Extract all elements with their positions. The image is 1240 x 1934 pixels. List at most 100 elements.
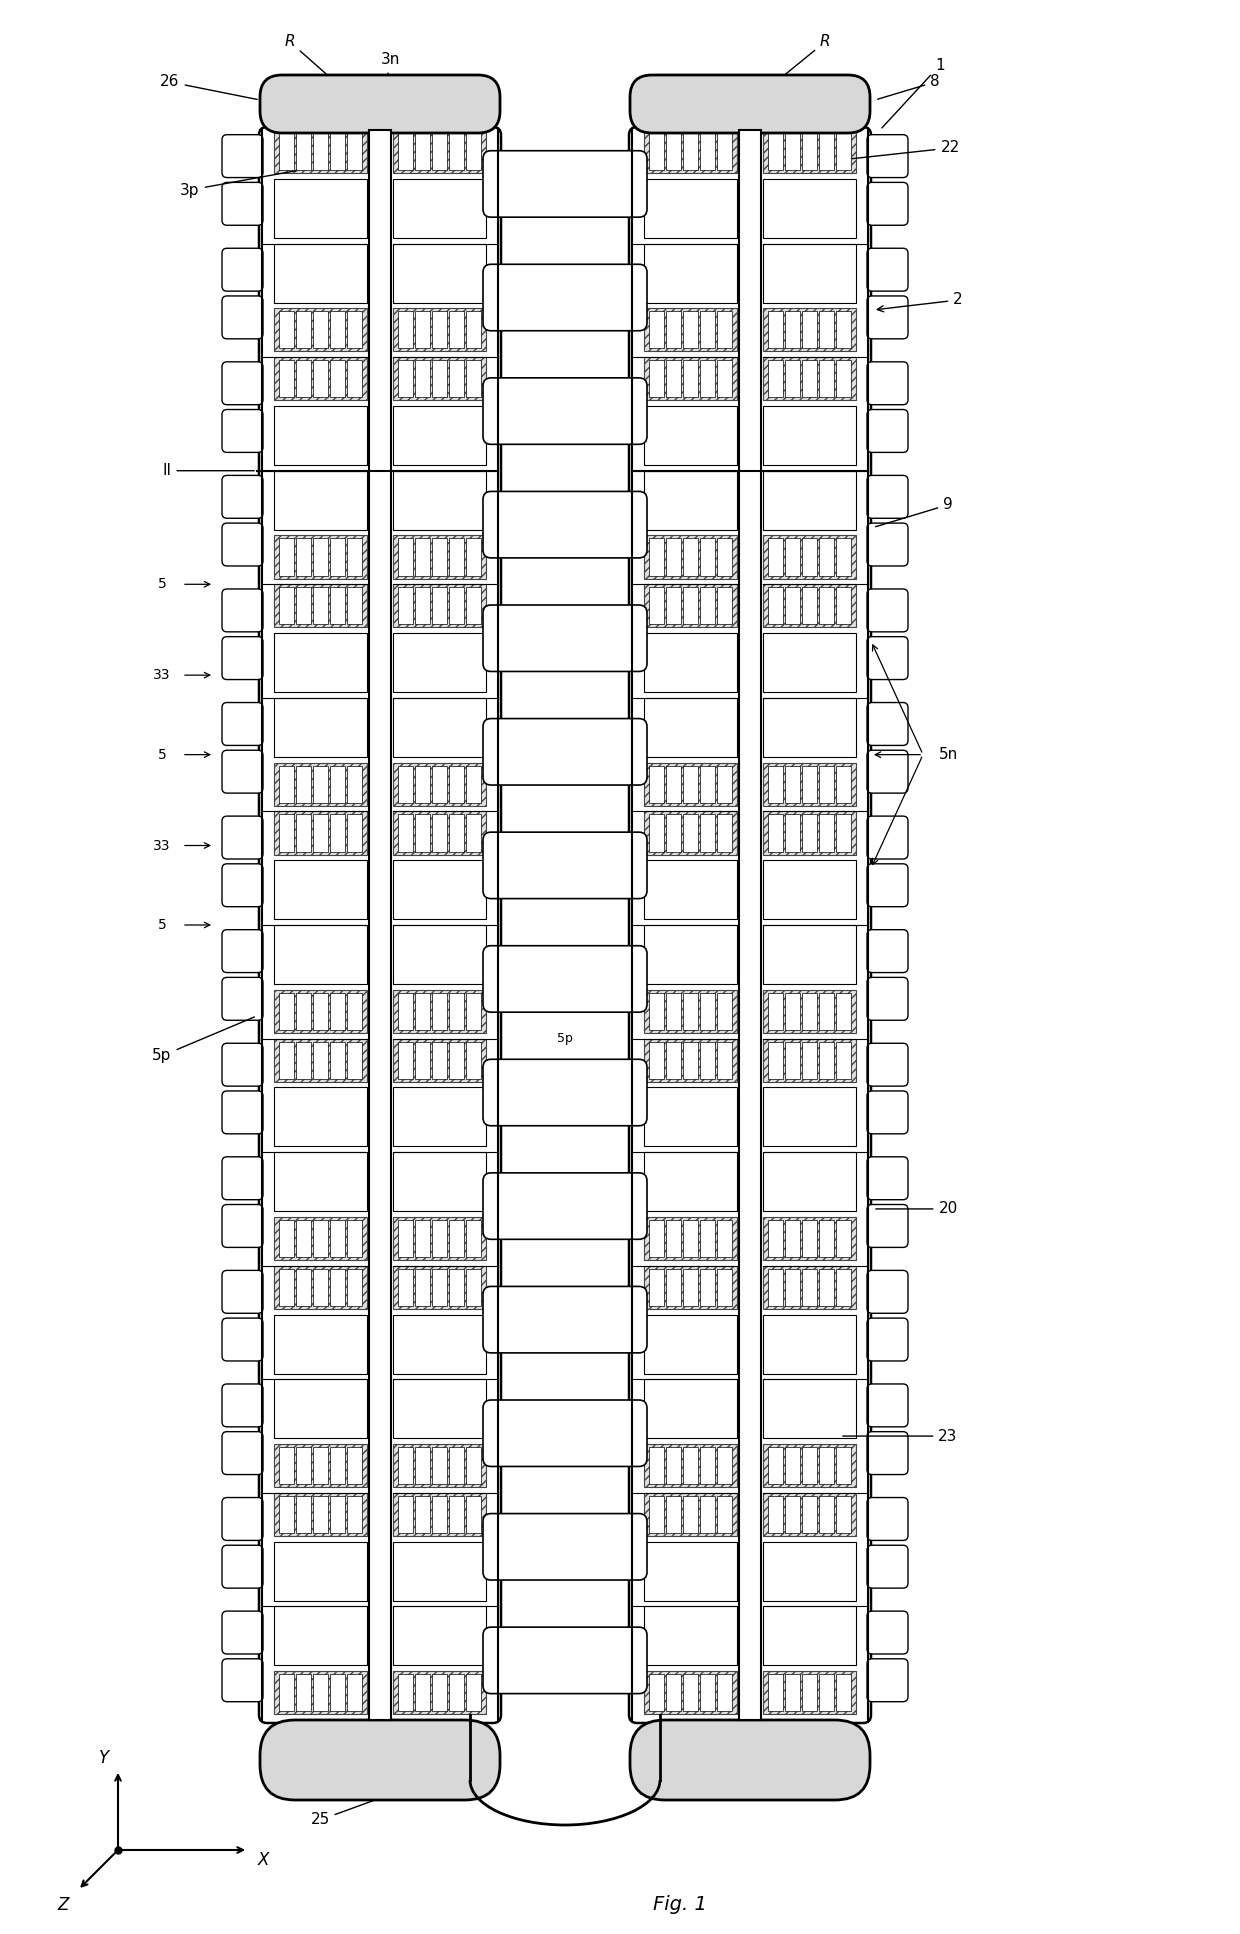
Bar bbox=[296, 814, 311, 851]
Bar bbox=[763, 130, 856, 174]
Bar bbox=[274, 584, 367, 627]
Bar bbox=[415, 766, 430, 803]
Bar bbox=[432, 1447, 446, 1483]
Bar bbox=[398, 360, 413, 396]
Bar bbox=[763, 924, 856, 984]
Bar bbox=[274, 812, 367, 855]
Text: 9: 9 bbox=[875, 497, 952, 526]
FancyBboxPatch shape bbox=[222, 930, 263, 973]
Bar bbox=[644, 178, 737, 238]
Bar bbox=[644, 1445, 737, 1487]
FancyBboxPatch shape bbox=[260, 1719, 500, 1801]
Bar bbox=[644, 1671, 737, 1714]
Bar bbox=[763, 244, 856, 302]
Bar bbox=[802, 992, 817, 1031]
Bar bbox=[393, 1379, 486, 1439]
Bar bbox=[802, 360, 817, 396]
Bar bbox=[347, 311, 362, 348]
FancyBboxPatch shape bbox=[867, 476, 908, 518]
Bar bbox=[312, 1495, 329, 1534]
FancyBboxPatch shape bbox=[484, 1060, 647, 1126]
Bar bbox=[279, 766, 294, 803]
FancyBboxPatch shape bbox=[867, 1611, 908, 1654]
Bar bbox=[393, 1265, 486, 1309]
Bar bbox=[768, 1269, 782, 1305]
Bar bbox=[644, 244, 737, 302]
Text: 8: 8 bbox=[878, 75, 940, 99]
FancyBboxPatch shape bbox=[867, 816, 908, 859]
Bar bbox=[644, 584, 737, 627]
Bar bbox=[330, 538, 345, 576]
Bar bbox=[644, 358, 737, 400]
Bar bbox=[466, 360, 481, 396]
Text: 5: 5 bbox=[157, 576, 166, 592]
Bar bbox=[666, 1042, 681, 1079]
Bar bbox=[666, 1447, 681, 1483]
Bar bbox=[836, 1495, 851, 1534]
FancyBboxPatch shape bbox=[222, 1091, 263, 1133]
Bar bbox=[279, 360, 294, 396]
FancyBboxPatch shape bbox=[867, 1545, 908, 1588]
Bar bbox=[763, 584, 856, 627]
Bar bbox=[432, 766, 446, 803]
Bar bbox=[785, 133, 800, 170]
Bar bbox=[666, 311, 681, 348]
Bar bbox=[768, 1220, 782, 1257]
Bar bbox=[644, 698, 737, 756]
Bar bbox=[818, 1042, 835, 1079]
Bar bbox=[644, 130, 737, 174]
FancyBboxPatch shape bbox=[222, 977, 263, 1021]
Bar bbox=[717, 538, 732, 576]
Bar bbox=[802, 1447, 817, 1483]
Bar bbox=[274, 1153, 367, 1211]
Bar bbox=[274, 536, 367, 578]
Bar bbox=[683, 1220, 698, 1257]
FancyBboxPatch shape bbox=[484, 1172, 647, 1240]
Bar bbox=[644, 308, 737, 352]
Bar bbox=[683, 1269, 698, 1305]
Bar bbox=[296, 360, 311, 396]
Bar bbox=[683, 133, 698, 170]
Bar bbox=[466, 311, 481, 348]
Bar bbox=[330, 360, 345, 396]
Bar bbox=[644, 1607, 737, 1665]
FancyBboxPatch shape bbox=[222, 1431, 263, 1474]
Bar bbox=[274, 1541, 367, 1601]
Bar bbox=[449, 538, 464, 576]
Bar bbox=[370, 130, 391, 1719]
Bar bbox=[296, 311, 311, 348]
Bar bbox=[763, 1216, 856, 1261]
Text: 5n: 5n bbox=[939, 747, 957, 762]
Text: 22: 22 bbox=[843, 141, 960, 161]
Text: 20: 20 bbox=[875, 1201, 957, 1216]
FancyBboxPatch shape bbox=[222, 1042, 263, 1087]
Bar bbox=[393, 1153, 486, 1211]
FancyBboxPatch shape bbox=[484, 1286, 647, 1354]
Bar bbox=[649, 133, 663, 170]
Bar bbox=[347, 814, 362, 851]
FancyBboxPatch shape bbox=[867, 1385, 908, 1427]
Bar bbox=[763, 762, 856, 806]
Bar bbox=[393, 1087, 486, 1147]
Bar bbox=[393, 812, 486, 855]
Bar bbox=[296, 133, 311, 170]
Bar bbox=[768, 133, 782, 170]
Bar bbox=[398, 814, 413, 851]
Bar bbox=[279, 1220, 294, 1257]
Bar bbox=[717, 311, 732, 348]
Bar bbox=[466, 766, 481, 803]
Bar bbox=[683, 1042, 698, 1079]
Bar bbox=[649, 1042, 663, 1079]
Bar bbox=[666, 1495, 681, 1534]
Bar bbox=[432, 1269, 446, 1305]
Bar bbox=[763, 406, 856, 464]
Bar bbox=[330, 814, 345, 851]
Bar bbox=[644, 1265, 737, 1309]
Bar bbox=[644, 1493, 737, 1536]
Bar bbox=[274, 1607, 367, 1665]
Bar bbox=[683, 1675, 698, 1712]
Bar bbox=[763, 698, 856, 756]
FancyBboxPatch shape bbox=[630, 75, 870, 133]
Bar bbox=[393, 536, 486, 578]
Bar bbox=[649, 588, 663, 625]
